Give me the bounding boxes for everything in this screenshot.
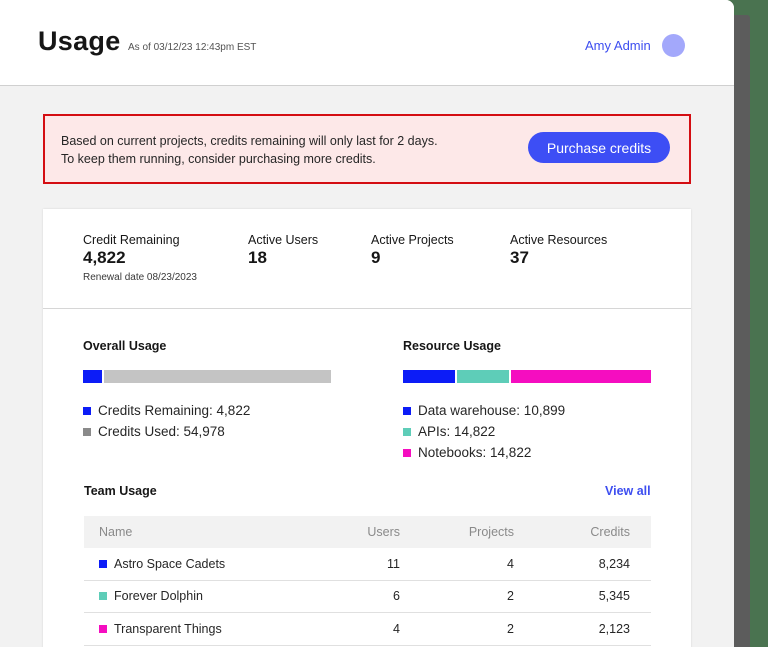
- legend-item-credits-used: Credits Used: 54,978: [83, 421, 250, 442]
- column-header-projects[interactable]: Projects: [468, 525, 514, 539]
- stat-value: 9: [371, 248, 381, 267]
- legend-swatch-icon: [83, 406, 91, 415]
- legend-swatch-icon: [83, 427, 91, 436]
- legend-label: Credits Remaining: 4,822: [98, 403, 251, 418]
- alert-line-1: Based on current projects, credits remai…: [61, 134, 438, 148]
- stat-value: 18: [248, 248, 267, 267]
- credits-cell: 8,234: [598, 556, 630, 571]
- table-row[interactable]: Astro Space Cadets 11 4 8,234: [84, 548, 651, 581]
- legend-swatch-icon: [403, 406, 411, 415]
- bar-segment-apis: [457, 370, 509, 383]
- stat-credit-remaining: Credit Remaining 4,822 Renewal date 08/2…: [83, 233, 197, 283]
- legend-item-credits-remaining: Credits Remaining: 4,822: [83, 400, 250, 421]
- resource-usage-bar: [403, 370, 651, 383]
- stat-value: 4,822: [83, 248, 126, 267]
- usage-card: Credit Remaining 4,822 Renewal date 08/2…: [43, 209, 691, 647]
- bar-segment-data-warehouse: [403, 370, 455, 383]
- user-menu-name[interactable]: Amy Admin: [585, 38, 651, 53]
- overall-usage-bar: [83, 370, 331, 383]
- resource-usage-legend: Data warehouse: 10,899 APIs: 14,822 Note…: [403, 400, 565, 463]
- view-all-link[interactable]: View all: [605, 484, 651, 498]
- overall-usage-title: Overall Usage: [83, 339, 167, 353]
- legend-label: Notebooks: 14,822: [418, 445, 532, 460]
- bar-segment-notebooks: [511, 370, 651, 383]
- legend-item-data-warehouse: Data warehouse: 10,899: [403, 400, 565, 421]
- team-color-swatch-icon: [99, 559, 107, 568]
- legend-item-notebooks: Notebooks: 14,822: [403, 442, 565, 463]
- team-color-swatch-icon: [99, 592, 107, 601]
- projects-cell: 2: [507, 621, 514, 636]
- team-name: Astro Space Cadets: [114, 556, 226, 571]
- stat-label: Active Projects: [371, 233, 454, 247]
- team-color-swatch-icon: [99, 624, 107, 633]
- renewal-date: Renewal date 08/23/2023: [83, 272, 197, 283]
- page-title: Usage: [38, 26, 121, 56]
- user-avatar[interactable]: [662, 34, 685, 57]
- team-usage-table: Name Users Projects Credits Astro Space …: [84, 516, 651, 646]
- stat-active-resources: Active Resources 37: [510, 233, 607, 268]
- as-of-timestamp: As of 03/12/23 12:43pm EST: [128, 42, 257, 53]
- stat-active-projects: Active Projects 9: [371, 233, 454, 268]
- column-header-users[interactable]: Users: [367, 525, 400, 539]
- team-usage-title: Team Usage: [84, 484, 157, 498]
- legend-item-apis: APIs: 14,822: [403, 421, 565, 442]
- team-name-cell: Forever Dolphin: [84, 589, 344, 603]
- stats-summary: Credit Remaining 4,822 Renewal date 08/2…: [43, 209, 691, 309]
- users-cell: 4: [393, 621, 400, 636]
- legend-label: Data warehouse: 10,899: [418, 403, 566, 418]
- bar-segment-credits-used: [104, 370, 331, 383]
- column-header-credits[interactable]: Credits: [590, 525, 630, 539]
- users-cell: 6: [393, 589, 400, 604]
- legend-label: Credits Used: 54,978: [98, 424, 225, 439]
- credits-cell: 5,345: [598, 589, 630, 604]
- stat-label: Credit Remaining: [83, 233, 180, 247]
- stat-label: Active Users: [248, 233, 319, 247]
- credits-cell: 2,123: [598, 621, 630, 636]
- table-header: Name Users Projects Credits: [84, 516, 651, 548]
- users-cell: 11: [387, 556, 400, 571]
- alert-line-2: To keep them running, consider purchasin…: [61, 152, 376, 166]
- legend-label: APIs: 14,822: [418, 424, 496, 439]
- stat-active-users: Active Users 18: [248, 233, 318, 268]
- alert-message: Based on current projects, credits remai…: [61, 132, 438, 168]
- usage-app-window: Usage As of 03/12/23 12:43pm EST Amy Adm…: [0, 0, 734, 647]
- purchase-credits-button[interactable]: Purchase credits: [528, 132, 670, 163]
- low-credits-alert: Based on current projects, credits remai…: [43, 114, 691, 184]
- team-name: Forever Dolphin: [114, 589, 203, 604]
- projects-cell: 2: [507, 589, 514, 604]
- column-header-name[interactable]: Name: [99, 525, 133, 539]
- stat-label: Active Resources: [510, 233, 608, 247]
- table-row[interactable]: Forever Dolphin 6 2 5,345: [84, 581, 651, 613]
- overall-usage-legend: Credits Remaining: 4,822 Credits Used: 5…: [83, 400, 250, 442]
- top-bar: Usage As of 03/12/23 12:43pm EST Amy Adm…: [0, 0, 734, 86]
- stat-value: 37: [510, 248, 529, 267]
- projects-cell: 4: [507, 556, 514, 571]
- bar-segment-credits-remaining: [83, 370, 102, 383]
- table-row[interactable]: Transparent Things 4 2 2,123: [84, 613, 651, 646]
- legend-swatch-icon: [403, 448, 411, 457]
- team-name-cell: Transparent Things: [84, 622, 344, 636]
- resource-usage-title: Resource Usage: [403, 339, 501, 353]
- team-name: Transparent Things: [114, 621, 222, 636]
- legend-swatch-icon: [403, 427, 411, 436]
- team-name-cell: Astro Space Cadets: [84, 557, 344, 571]
